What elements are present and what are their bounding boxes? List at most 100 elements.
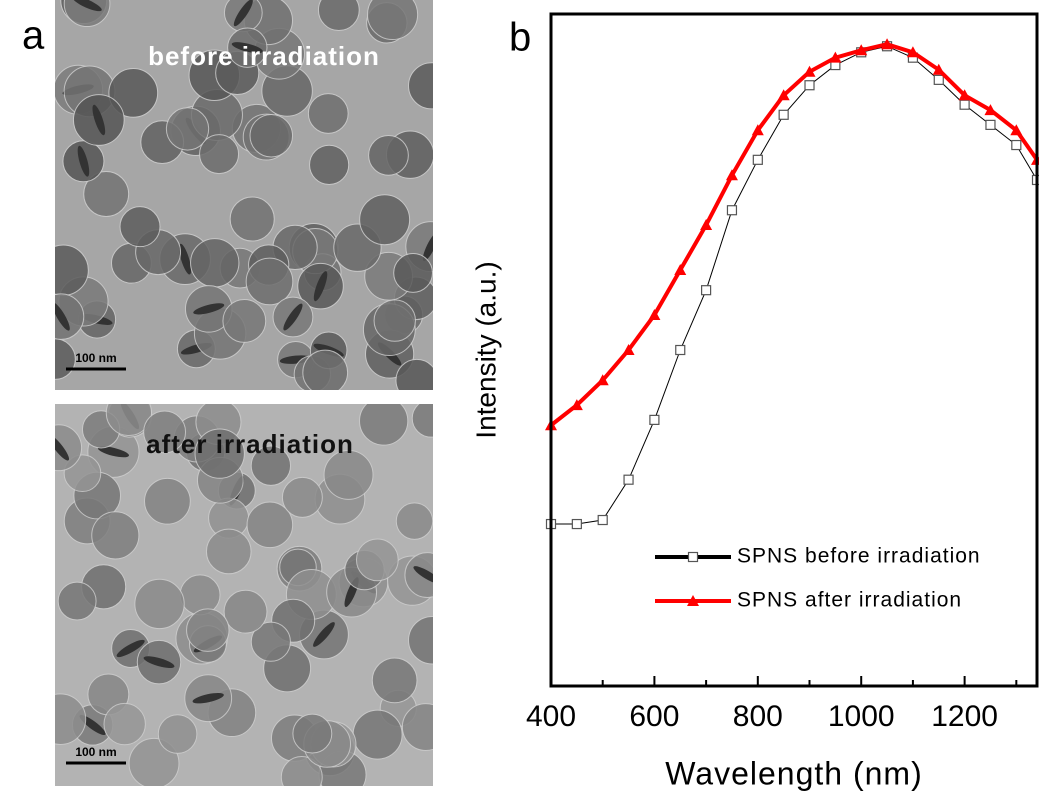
tem-image [55,404,433,786]
particle [367,0,419,41]
particle-edge [143,656,175,669]
particle [292,713,333,754]
marker [1010,124,1023,136]
particle [408,62,433,110]
particle [280,756,323,786]
particle [190,238,240,288]
marker [726,205,738,216]
particle [143,410,187,454]
scale-bar-label: 100 nm [75,745,116,759]
particle [108,67,159,118]
particle [249,113,294,158]
particle [355,538,399,582]
particle [55,293,85,340]
marker [1011,139,1022,151]
particle-edge [77,145,90,177]
particle [223,589,268,634]
particle-edge [422,232,433,262]
x-tick-label: 600 [629,700,679,733]
marker [571,518,582,530]
particle [55,244,89,296]
particle [103,702,146,746]
x-axis-label: Wavelength (nm) [665,755,922,791]
particle [250,621,291,662]
marker [675,344,686,356]
marker [804,80,815,91]
marker [623,474,634,485]
particle [411,404,433,438]
particle [222,299,267,343]
particle [83,171,130,217]
marker [778,109,789,120]
particle [395,502,433,540]
series-line [549,42,1039,427]
panel-label: a [22,14,45,58]
particle [281,476,323,518]
particle [186,608,230,652]
particle-edge [97,446,129,458]
marker [984,104,997,116]
legend-marker [687,551,699,563]
particle [144,477,191,525]
particle-edge [193,303,225,315]
particle [205,528,252,575]
legend-label: SPNS before irradiation [737,545,981,568]
particle [55,338,76,380]
x-tick-label: 1200 [931,700,998,733]
tem-image [55,0,433,390]
particle-edge [313,271,328,302]
plot-frame [549,12,1039,688]
particle [307,93,349,134]
image-caption: before irradiation [148,41,380,71]
particle-edge [413,566,433,584]
particle [134,578,185,630]
marker [701,285,712,296]
particle [179,574,221,616]
marker [570,399,583,411]
particle [359,404,409,446]
particle [317,0,360,32]
particle-edge [231,42,263,54]
marker [855,44,868,56]
particle-edge [313,622,335,647]
particle [194,428,245,479]
particle [408,615,433,665]
y-axis-label: Intensity (a.u.) [470,261,501,438]
particle [199,134,240,175]
particle [157,714,198,754]
particle [401,703,433,751]
particle [250,445,292,486]
particle [368,134,409,176]
particle [309,144,350,185]
legend-marker [687,595,699,606]
marker [906,46,919,58]
particle-edge [179,243,192,275]
particle-edge [116,639,145,658]
marker [649,414,660,425]
particle [91,511,140,560]
marker [752,154,763,165]
x-tick-label: 400 [526,700,576,733]
particle [245,257,294,306]
x-tick-label: 800 [733,700,783,733]
marker [751,124,764,136]
scale-bar-label: 100 nm [75,351,116,365]
marker [933,74,944,85]
particle [55,424,83,472]
particle [404,552,433,598]
marker [622,344,635,355]
particle [323,449,374,500]
particle [371,657,418,704]
particle [393,253,433,293]
marker [829,51,842,63]
x-tick-label: 1000 [828,700,895,733]
marker [725,169,738,181]
marker [985,119,996,130]
particle [302,349,349,390]
marker [958,89,971,101]
legend-label: SPNS after irradiation [737,589,962,612]
series-line [551,45,1038,525]
marker [803,65,816,77]
marker [932,63,945,75]
